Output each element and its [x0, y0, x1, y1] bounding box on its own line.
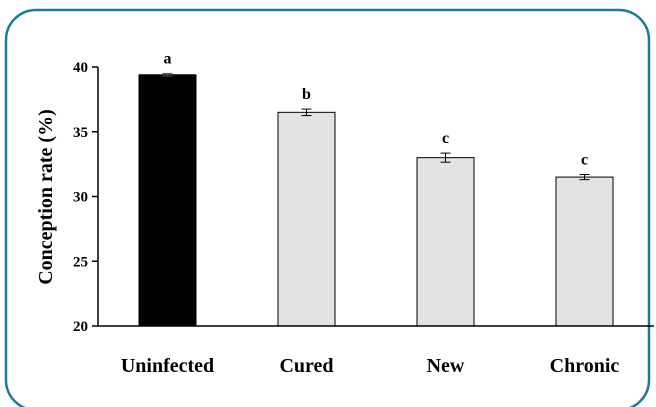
significance-letter: a	[164, 50, 172, 67]
bar	[555, 176, 614, 327]
x-tick-label: New	[427, 355, 465, 377]
y-tick-label: 25	[73, 254, 88, 270]
y-tick-label: 40	[73, 60, 88, 76]
y-tick-label: 20	[73, 319, 88, 335]
significance-letter: b	[302, 86, 311, 103]
x-axis: Uninfected Cured New Chronic	[98, 325, 654, 377]
x-tick-label: Cured	[279, 355, 333, 377]
y-axis-label: Conception rate (%)	[35, 109, 57, 285]
significance-letter: c	[581, 151, 588, 168]
bar	[277, 111, 336, 327]
bar	[416, 157, 475, 327]
bar	[138, 74, 197, 327]
x-tick-label: Uninfected	[121, 355, 214, 377]
y-axis: 20 25 30 35 40	[73, 60, 99, 335]
y-tick-label: 30	[73, 190, 88, 206]
significance-letter: c	[442, 130, 449, 147]
x-tick-label: Chronic	[550, 355, 620, 377]
bars: a b c c	[138, 50, 614, 327]
y-tick-label: 35	[73, 125, 88, 141]
